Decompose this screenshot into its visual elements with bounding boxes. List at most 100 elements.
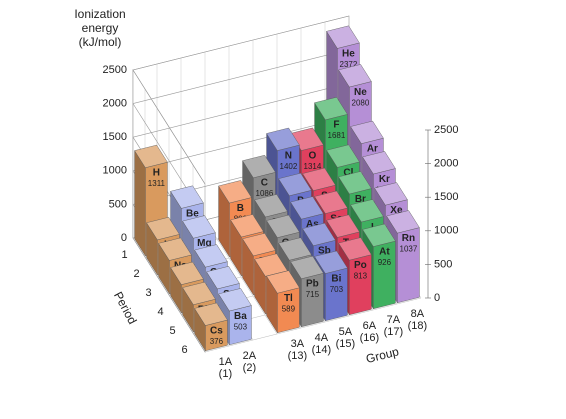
y-axis-title: energy [82,21,119,35]
y-tick-label: 1000 [103,165,127,177]
bar-top [194,244,228,268]
element-symbol: Tl [284,293,293,304]
group-label: 1A [219,356,233,368]
grid-line [132,116,350,172]
value-label: 589 [282,305,296,314]
element-symbol: Cl [343,167,353,178]
element-symbol: Br [355,194,366,205]
group-number: (15) [336,338,356,350]
element-symbol: C [261,178,268,189]
element-symbol: Be [186,208,199,219]
element-symbol: He [342,48,355,59]
bar-top [278,237,312,261]
element-symbol: F [333,120,339,131]
bar-top [362,151,396,175]
bar-top [302,222,336,246]
element-symbol: H [153,168,160,179]
y-tick-label: 2000 [434,158,458,170]
bar-top [326,25,360,49]
bar-top [302,167,336,191]
group-number: (14) [312,344,332,356]
element-symbol: As [306,219,319,230]
group-label: 2A [243,350,257,362]
bar-top [206,266,240,290]
bar-top [182,215,216,239]
y-tick-label: 0 [121,232,127,244]
y-tick-label: 1500 [434,191,458,203]
element-symbol: Xe [390,205,403,216]
element-symbol: O [309,150,317,161]
y-tick-label: 2000 [103,98,127,110]
bar-top [314,250,348,274]
bar-top [218,180,252,204]
bar-top [314,96,348,121]
element-symbol: Ne [354,87,367,98]
grid-line [132,69,206,185]
bar-top [290,196,324,220]
bar-top [314,190,348,214]
y-tick-label: 0 [434,292,440,304]
grid-line [132,15,350,71]
value-label: 376 [210,337,224,346]
group-label: 4A [315,332,329,344]
period-label: 3 [146,287,152,299]
element-symbol: At [379,246,390,257]
depth-axis-title: Period [111,289,140,326]
y-tick-label: 500 [109,198,127,210]
group-label: 6A [363,320,377,332]
value-label: 813 [354,272,368,281]
group-number: (18) [408,320,428,332]
period-label: 5 [170,325,176,337]
element-symbol: Mg [197,238,211,249]
bar-top [326,214,360,238]
group-number: (17) [384,326,404,338]
element-symbol: Pb [306,279,319,290]
bar-top [290,255,324,279]
bar-top [338,237,372,261]
bar-top [158,237,192,261]
bar-top [350,120,384,144]
bar-top [386,210,420,234]
bar-top [326,144,360,168]
value-label: 1402 [280,162,298,171]
element-symbol: Ba [234,311,247,322]
y-tick-label: 1500 [103,131,127,143]
group-number: (13) [288,350,308,362]
value-label: 1037 [400,244,418,253]
value-label: 1311 [148,179,166,188]
grid-line [132,82,350,138]
bar-top [242,154,276,179]
bar-top [338,64,372,88]
y-tick-label: 2500 [103,64,127,76]
element-symbol: Rn [402,233,415,244]
value-label: 715 [306,290,320,299]
element-symbol: Po [354,260,367,271]
y-tick-label: 2500 [434,124,458,136]
bar-top [254,194,288,218]
group-label: 3A [291,338,305,350]
value-label: 2372 [340,60,358,69]
value-label: 2080 [352,98,370,107]
bar-top [146,217,180,241]
bar-top [134,144,168,168]
bar-top [266,127,300,151]
value-label: 503 [234,322,248,331]
value-label: 1681 [328,131,346,140]
element-symbol: Sb [318,246,331,257]
floor-line [204,297,422,353]
element-symbol: N [285,150,292,161]
period-label: 4 [158,306,164,318]
grid-line [132,49,350,104]
bar-top [242,233,276,257]
x-axis-title: Group [365,344,401,366]
bar-top [278,172,312,197]
bar-top [194,302,228,326]
element-symbol: Bi [331,273,341,284]
bar-top [230,214,264,238]
period-label: 1 [122,249,128,261]
y-tick-label: 500 [434,258,452,270]
bar-top [170,261,204,285]
bar-top [350,199,384,223]
bar-top [266,270,300,294]
